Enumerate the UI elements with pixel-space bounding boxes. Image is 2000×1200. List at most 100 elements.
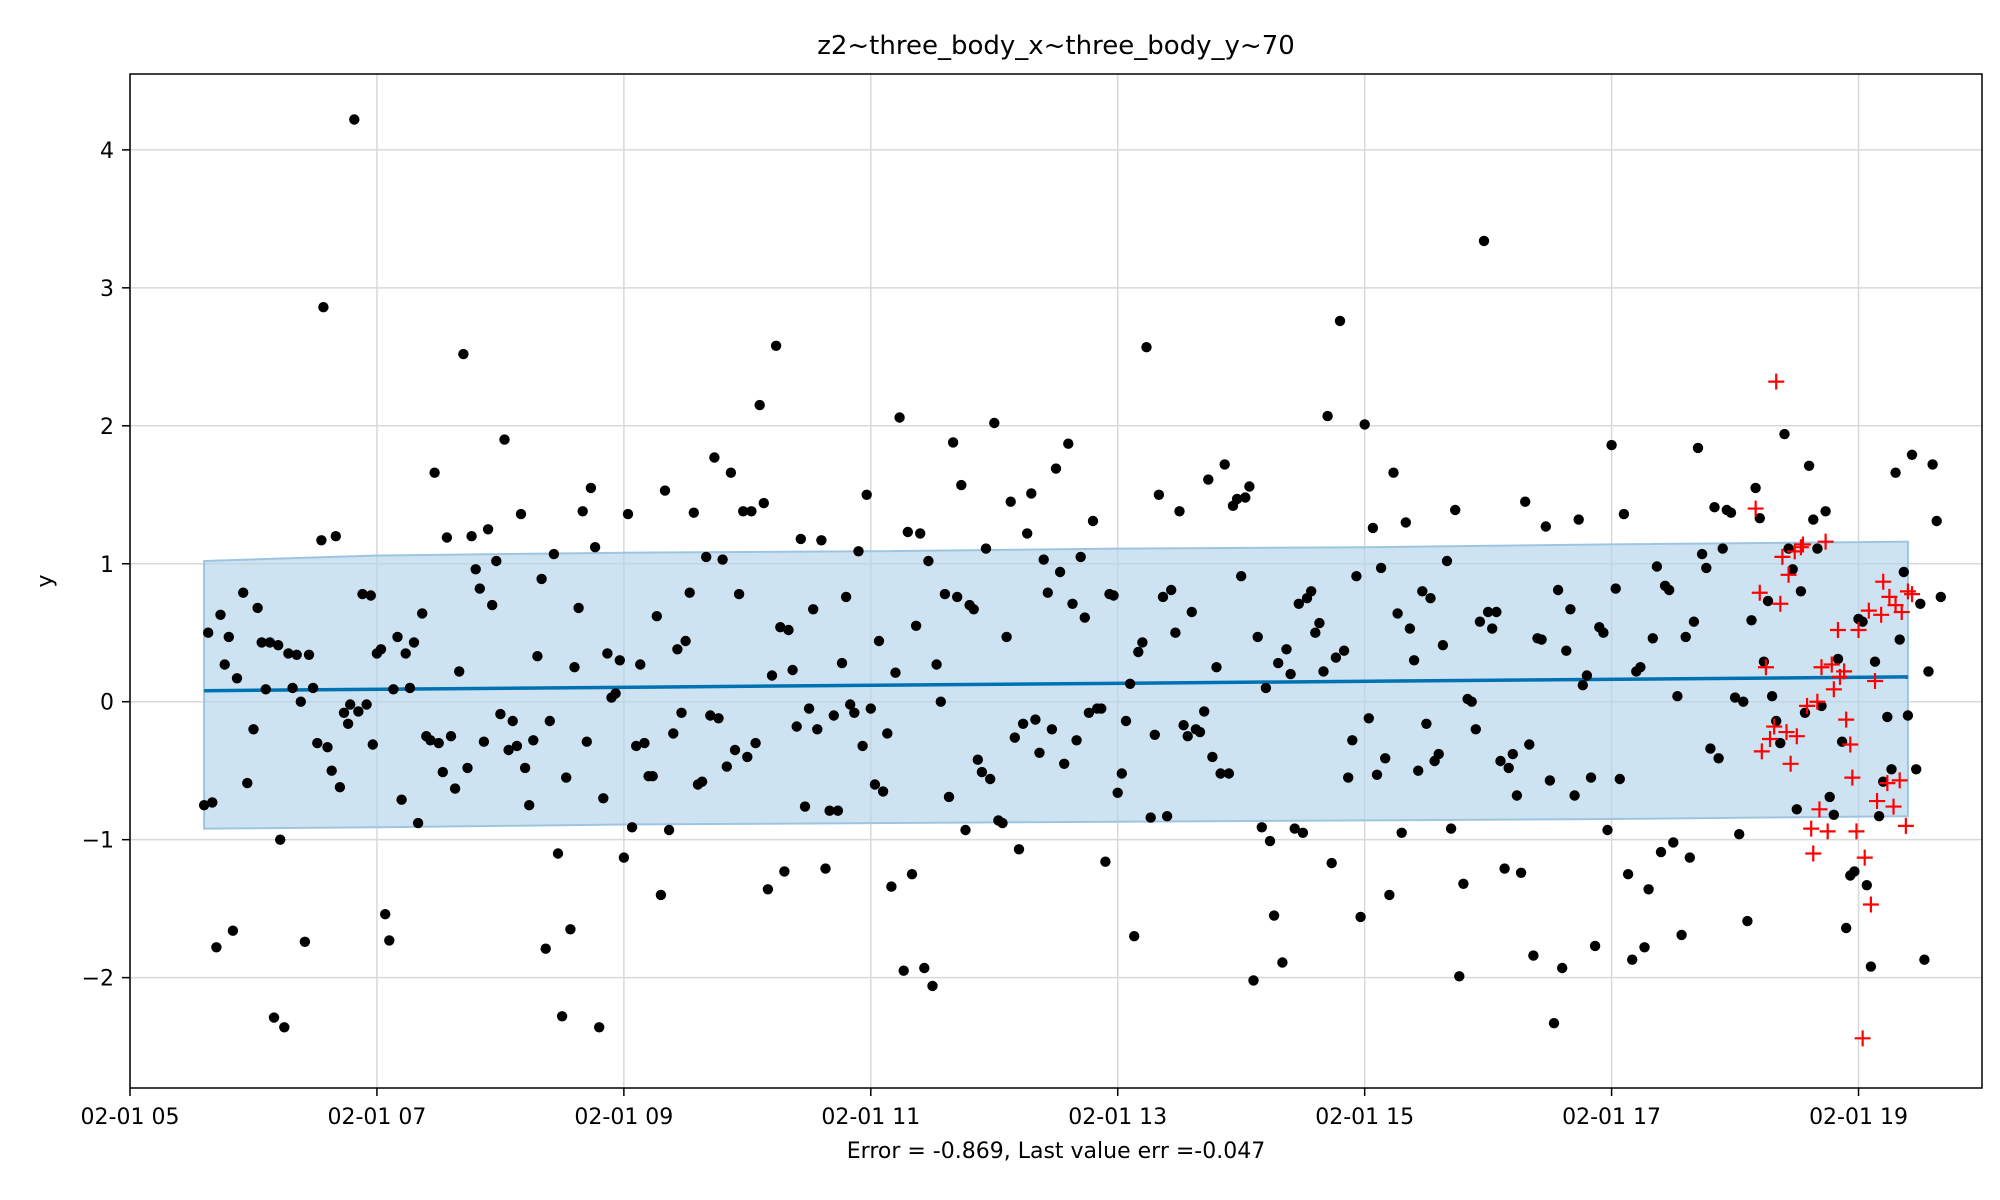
observed-point: [1647, 633, 1659, 644]
observed-point: [279, 1022, 290, 1033]
observed-point: [923, 555, 934, 567]
observed-point: [1063, 438, 1074, 449]
observed-point: [655, 889, 667, 901]
observed-point: [1120, 715, 1132, 727]
observed-point: [931, 659, 942, 670]
observed-point: [873, 635, 885, 647]
holdout-point: [1881, 588, 1898, 605]
y-tick-label: 2: [100, 415, 114, 440]
observed-point: [1223, 768, 1235, 779]
observed-point: [585, 482, 597, 494]
observed-point: [898, 965, 909, 976]
observed-point: [1067, 598, 1078, 609]
observed-point: [400, 648, 411, 659]
observed-point: [1375, 562, 1387, 574]
observed-point: [223, 631, 234, 643]
observed-point: [808, 604, 819, 615]
observed-point: [742, 751, 753, 763]
observed-point: [1347, 735, 1358, 746]
observed-point: [260, 684, 271, 695]
observed-point: [1297, 827, 1309, 838]
observed-point: [1289, 823, 1300, 834]
holdout-point: [1885, 798, 1902, 815]
observed-point: [1861, 880, 1873, 891]
observed-point: [1124, 678, 1136, 689]
observed-point: [882, 728, 893, 739]
y-tick-label: −2: [82, 967, 114, 992]
observed-point: [1384, 889, 1395, 901]
observed-point: [910, 620, 922, 631]
observed-point: [1129, 931, 1140, 942]
holdout-point: [1829, 621, 1846, 638]
observed-point: [349, 114, 360, 125]
observed-point: [1211, 662, 1222, 673]
observed-point: [1388, 467, 1399, 478]
observed-point: [1186, 606, 1198, 618]
observed-point: [836, 657, 848, 669]
observed-point: [1281, 644, 1292, 655]
observed-point: [1330, 652, 1342, 663]
observed-point: [1841, 922, 1852, 934]
plot-frame: [129, 73, 1983, 1089]
observed-point: [326, 765, 337, 776]
observed-point: [1915, 598, 1926, 609]
observed-point: [1635, 662, 1646, 673]
x-tick-label: 02-01 07: [327, 1105, 426, 1130]
observed-point: [713, 713, 724, 724]
observed-point: [1692, 442, 1704, 454]
observed-point: [1273, 657, 1284, 669]
forecast-trend-line: [204, 675, 1908, 693]
holdout-point: [1768, 373, 1785, 390]
x-tick-label: 02-01 15: [1315, 1105, 1414, 1130]
observed-point: [1668, 837, 1679, 848]
observed-point: [1886, 764, 1897, 775]
observed-point: [1832, 653, 1844, 665]
observed-point: [1017, 718, 1029, 729]
observed-point: [1688, 616, 1700, 627]
holdout-point: [1867, 673, 1883, 690]
holdout-point: [1805, 845, 1822, 862]
observed-point: [1515, 867, 1527, 878]
observed-point: [462, 762, 473, 774]
observed-point: [1001, 631, 1012, 643]
observed-point: [1009, 732, 1020, 743]
holdout-point: [1842, 736, 1859, 753]
observed-point: [943, 791, 955, 803]
observed-point: [845, 699, 856, 710]
observed-point: [1795, 586, 1807, 597]
observed-point: [688, 507, 699, 518]
observed-point: [375, 644, 387, 655]
observed-point: [1503, 762, 1514, 774]
observed-point: [1927, 459, 1938, 470]
holdout-point: [1774, 548, 1791, 565]
observed-point: [1054, 566, 1066, 578]
observed-point: [1458, 878, 1469, 889]
observed-point: [412, 817, 424, 829]
observed-point: [1141, 342, 1152, 353]
holdout-point: [1780, 566, 1797, 583]
observed-point: [1589, 940, 1601, 952]
observed-point: [622, 508, 634, 520]
observed-point: [1482, 606, 1494, 618]
observed-point: [980, 543, 992, 554]
observed-point: [581, 736, 592, 747]
observed-point: [1882, 711, 1893, 723]
observed-point: [1507, 748, 1519, 760]
observed-point: [1771, 715, 1782, 727]
observed-point: [824, 805, 835, 816]
holdout-point: [1819, 823, 1836, 840]
observed-point: [445, 731, 457, 742]
holdout-point: [1856, 849, 1873, 866]
y-tick-label: −1: [82, 829, 114, 854]
observed-point: [1363, 713, 1375, 724]
observed-point: [478, 736, 490, 747]
observed-point: [515, 508, 527, 520]
observed-point: [1857, 616, 1868, 627]
observed-point: [503, 744, 514, 756]
observed-point: [976, 766, 988, 778]
observed-point: [1215, 768, 1226, 779]
observed-point: [647, 771, 658, 782]
observed-point: [610, 688, 621, 699]
observed-point: [561, 772, 572, 783]
x-axis-label: Error = -0.869, Last value err =-0.047: [847, 1139, 1265, 1164]
